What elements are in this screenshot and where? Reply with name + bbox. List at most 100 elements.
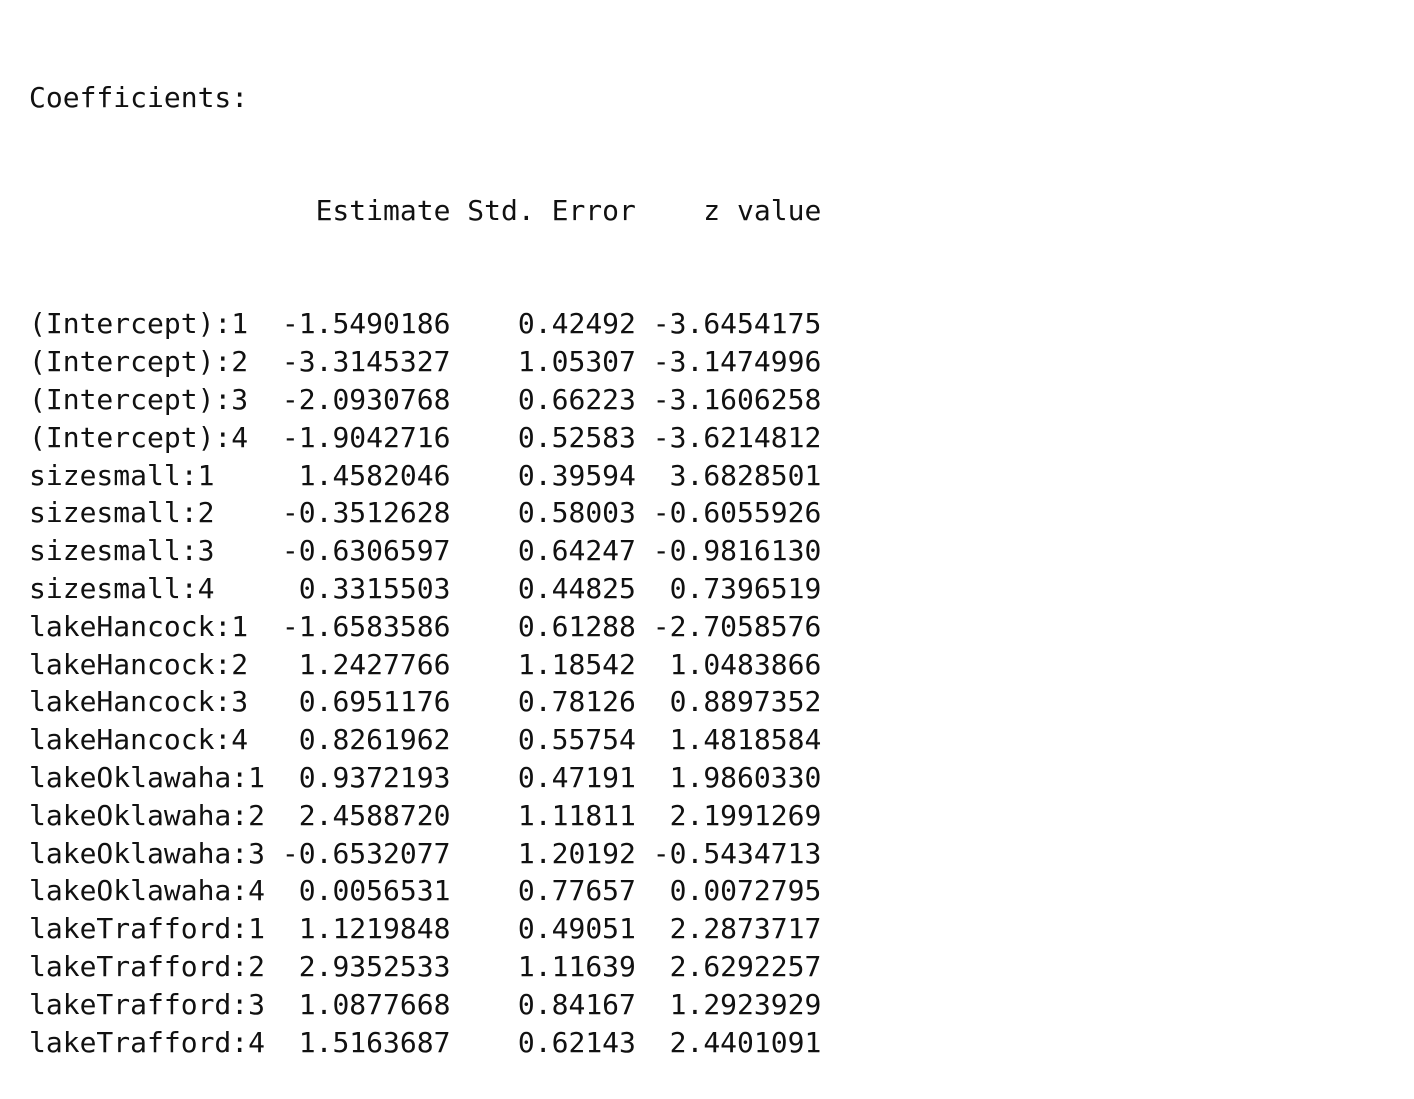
- std-error-cell: 1.18542: [450, 647, 636, 681]
- term-cell: lakeTrafford:3: [29, 987, 266, 1021]
- term-cell: lakeTrafford:1: [29, 912, 266, 946]
- z-value-cell: 2.1991269: [635, 798, 822, 832]
- estimate-cell: 1.4582046: [265, 458, 451, 492]
- estimate-cell: 0.9372193: [265, 760, 451, 794]
- z-value-cell: 1.4818584: [635, 723, 822, 757]
- term-cell: sizesmall:3: [29, 534, 266, 568]
- estimate-cell: -2.0930768: [265, 382, 451, 416]
- std-error-cell: 1.20192: [450, 836, 636, 870]
- coefficients-output: Coefficients: Estimate Std. Error z valu…: [29, 3, 821, 1099]
- term-cell: sizesmall:2: [29, 496, 266, 530]
- std-error-cell: 0.84167: [450, 987, 636, 1021]
- estimate-cell: 1.2427766: [265, 647, 451, 681]
- table-row: (Intercept):1 -1.5490186 0.42492 -3.6454…: [29, 305, 821, 343]
- estimate-cell: -1.5490186: [265, 307, 451, 341]
- term-cell: lakeTrafford:2: [29, 949, 266, 983]
- term-cell: lakeOklawaha:4: [29, 874, 266, 908]
- std-error-cell: 0.52583: [450, 420, 636, 454]
- table-row: lakeTrafford:3 1.0877668 0.84167 1.29239…: [29, 986, 821, 1024]
- z-value-cell: -3.6214812: [635, 420, 822, 454]
- term-cell: lakeOklawaha:1: [29, 760, 266, 794]
- std-error-cell: 1.11811: [450, 798, 636, 832]
- term-cell: sizesmall:4: [29, 571, 266, 605]
- coefficients-heading: Coefficients:: [29, 80, 249, 114]
- z-value-cell: -3.1606258: [635, 382, 822, 416]
- table-row: (Intercept):2 -3.3145327 1.05307 -3.1474…: [29, 343, 821, 381]
- term-cell: lakeTrafford:4: [29, 1025, 266, 1059]
- std-error-cell: 0.64247: [450, 534, 636, 568]
- term-cell: sizesmall:1: [29, 458, 266, 492]
- term-cell: (Intercept):4: [29, 420, 266, 454]
- estimate-cell: -1.6583586: [265, 609, 451, 643]
- term-cell: (Intercept):3: [29, 382, 266, 416]
- z-value-cell: -2.7058576: [635, 609, 822, 643]
- z-value-cell: 1.0483866: [635, 647, 822, 681]
- std-error-cell: 0.39594: [450, 458, 636, 492]
- table-row: lakeHancock:4 0.8261962 0.55754 1.481858…: [29, 721, 821, 759]
- z-value-cell: 1.2923929: [635, 987, 822, 1021]
- table-row: (Intercept):4 -1.9042716 0.52583 -3.6214…: [29, 419, 821, 457]
- table-row: lakeOklawaha:3 -0.6532077 1.20192 -0.543…: [29, 835, 821, 873]
- z-value-cell: 0.7396519: [635, 571, 822, 605]
- estimate-cell: -0.3512628: [265, 496, 451, 530]
- std-error-cell: 0.47191: [450, 760, 636, 794]
- std-error-cell: 1.05307: [450, 345, 636, 379]
- estimate-cell: 0.0056531: [265, 874, 451, 908]
- estimate-cell: -0.6306597: [265, 534, 451, 568]
- table-row: lakeOklawaha:2 2.4588720 1.11811 2.19912…: [29, 797, 821, 835]
- std-error-cell: 0.55754: [450, 723, 636, 757]
- table-row: lakeOklawaha:1 0.9372193 0.47191 1.98603…: [29, 759, 821, 797]
- table-row: lakeHancock:3 0.6951176 0.78126 0.889735…: [29, 683, 821, 721]
- z-value-cell: 2.6292257: [635, 949, 822, 983]
- z-value-cell: 2.2873717: [635, 912, 822, 946]
- table-row: (Intercept):3 -2.0930768 0.66223 -3.1606…: [29, 381, 821, 419]
- std-error-cell: 0.61288: [450, 609, 636, 643]
- estimate-cell: 2.9352533: [265, 949, 451, 983]
- table-row: sizesmall:4 0.3315503 0.44825 0.7396519: [29, 570, 821, 608]
- table-row: lakeTrafford:4 1.5163687 0.62143 2.44010…: [29, 1024, 821, 1062]
- z-value-cell: 0.0072795: [635, 874, 822, 908]
- std-error-cell: 0.44825: [450, 571, 636, 605]
- estimate-cell: 0.8261962: [265, 723, 451, 757]
- std-error-cell: 0.77657: [450, 874, 636, 908]
- estimate-cell: 2.4588720: [265, 798, 451, 832]
- term-cell: (Intercept):2: [29, 345, 266, 379]
- std-error-cell: 0.49051: [450, 912, 636, 946]
- term-cell: lakeHancock:2: [29, 647, 266, 681]
- term-cell: lakeHancock:1: [29, 609, 266, 643]
- z-value-cell: -3.6454175: [635, 307, 822, 341]
- z-value-cell: -0.6055926: [635, 496, 822, 530]
- column-header-row: Estimate Std. Error z value: [29, 193, 822, 227]
- estimate-cell: -1.9042716: [265, 420, 451, 454]
- estimate-cell: 0.3315503: [265, 571, 451, 605]
- std-error-cell: 1.11639: [450, 949, 636, 983]
- z-value-cell: 3.6828501: [635, 458, 822, 492]
- std-error-cell: 0.62143: [450, 1025, 636, 1059]
- std-error-cell: 0.78126: [450, 685, 636, 719]
- term-cell: (Intercept):1: [29, 307, 266, 341]
- table-row: sizesmall:1 1.4582046 0.39594 3.6828501: [29, 457, 821, 495]
- table-row: lakeHancock:1 -1.6583586 0.61288 -2.7058…: [29, 608, 821, 646]
- z-value-cell: 2.4401091: [635, 1025, 822, 1059]
- z-value-cell: -0.9816130: [635, 534, 822, 568]
- table-row: lakeOklawaha:4 0.0056531 0.77657 0.00727…: [29, 872, 821, 910]
- estimate-cell: 0.6951176: [265, 685, 451, 719]
- estimate-cell: -3.3145327: [265, 345, 451, 379]
- term-cell: lakeOklawaha:2: [29, 798, 266, 832]
- z-value-cell: 1.9860330: [635, 760, 822, 794]
- term-cell: lakeHancock:3: [29, 685, 266, 719]
- table-row: sizesmall:2 -0.3512628 0.58003 -0.605592…: [29, 494, 821, 532]
- estimate-cell: 1.5163687: [265, 1025, 451, 1059]
- z-value-cell: -0.5434713: [635, 836, 822, 870]
- term-cell: lakeHancock:4: [29, 723, 266, 757]
- std-error-cell: 0.66223: [450, 382, 636, 416]
- std-error-cell: 0.58003: [450, 496, 636, 530]
- table-row: lakeHancock:2 1.2427766 1.18542 1.048386…: [29, 646, 821, 684]
- coefficient-rows: (Intercept):1 -1.5490186 0.42492 -3.6454…: [29, 305, 821, 1061]
- z-value-cell: -3.1474996: [635, 345, 822, 379]
- std-error-cell: 0.42492: [450, 307, 636, 341]
- z-value-cell: 0.8897352: [635, 685, 822, 719]
- estimate-cell: 1.1219848: [265, 912, 451, 946]
- table-row: lakeTrafford:2 2.9352533 1.11639 2.62922…: [29, 948, 821, 986]
- term-cell: lakeOklawaha:3: [29, 836, 266, 870]
